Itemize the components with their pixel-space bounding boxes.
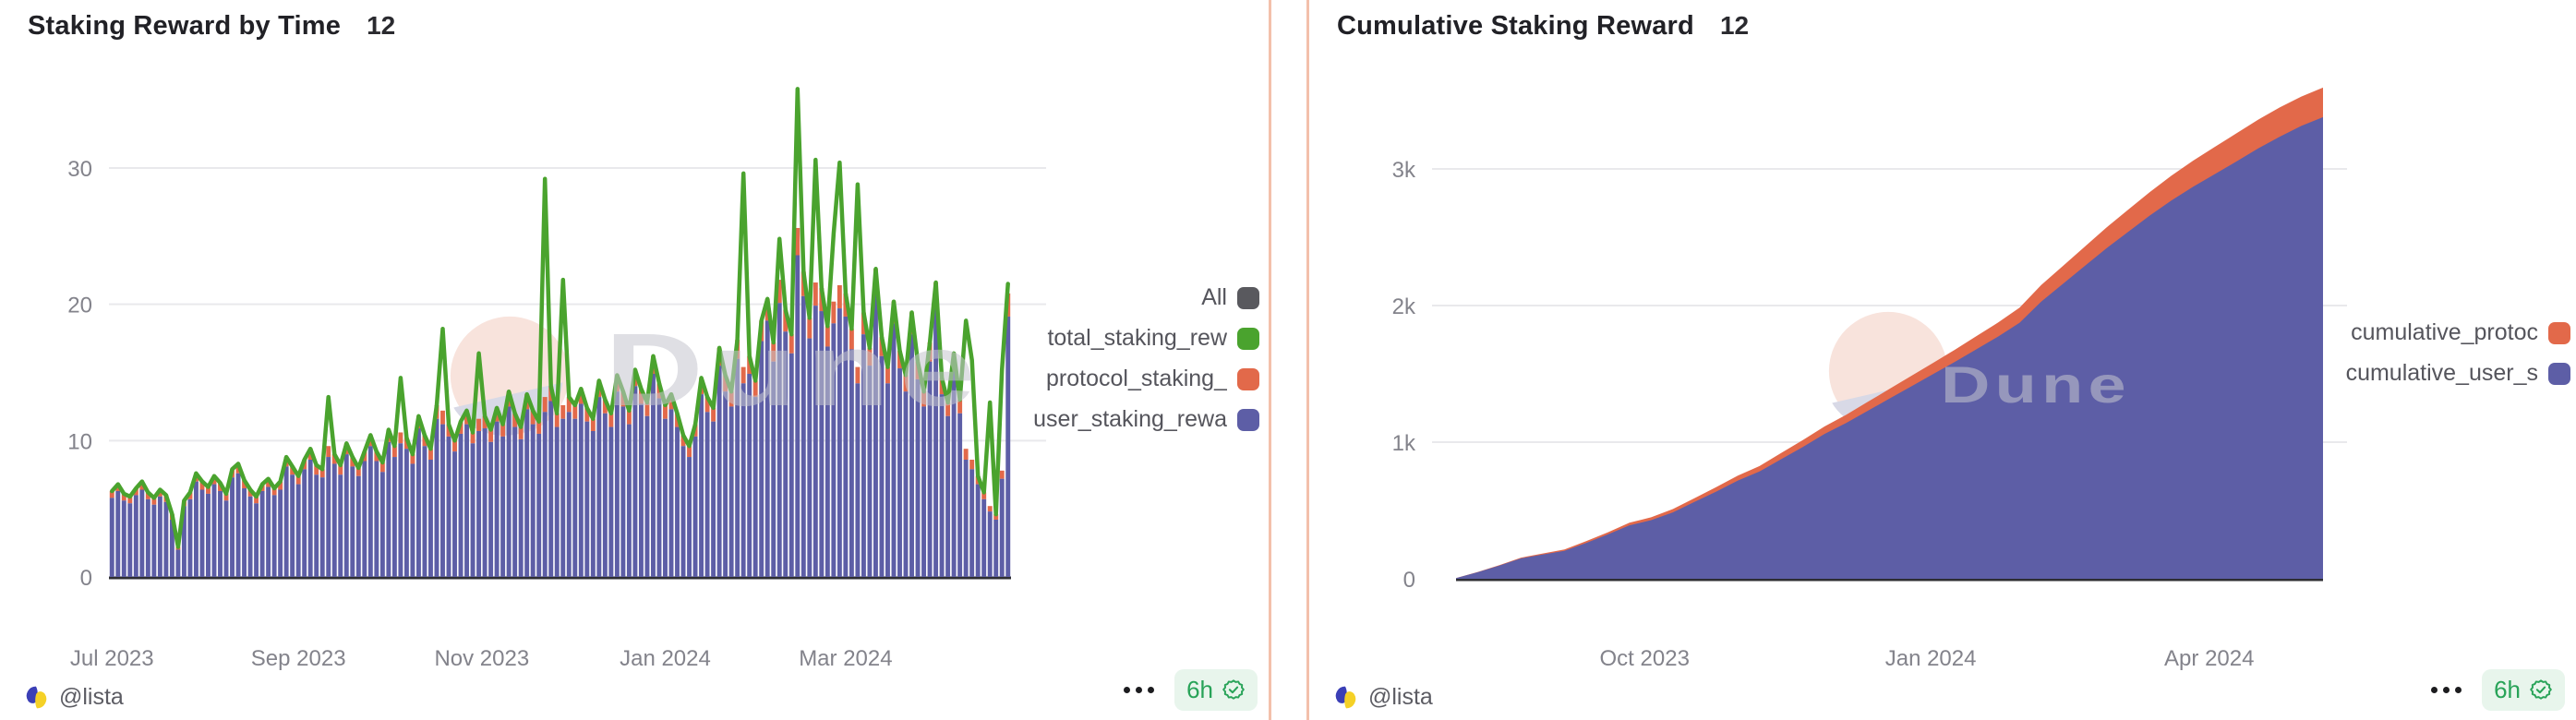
legend-label: protocol_staking_ [1046, 366, 1227, 391]
svg-text:Jan 2024: Jan 2024 [1885, 646, 1977, 671]
verified-check-icon [2530, 678, 2552, 700]
panel-cumulative-staking-reward: Cumulative Staking Reward 12 0 1k 2k 3k Oct … [1306, 0, 2576, 720]
svg-text:Jul 2023: Jul 2023 [70, 646, 154, 671]
legend-item[interactable]: total_staking_rew [1047, 325, 1259, 352]
legend-label: All [1201, 284, 1227, 310]
refresh-interval-badge[interactable]: 6h [1174, 669, 1258, 711]
chart-legend: All total_staking_rew protocol_staking_use… [1033, 284, 1259, 433]
panel-header: Cumulative Staking Reward 12 [1337, 11, 1749, 42]
svg-text:Jan 2024: Jan 2024 [620, 646, 711, 671]
verified-check-icon [1222, 678, 1245, 700]
panel-header: Staking Reward by Time 12 [28, 11, 395, 42]
legend-swatch [2548, 321, 2570, 344]
author-attribution[interactable]: @lista [1333, 684, 1433, 711]
svg-text:0: 0 [1403, 568, 1415, 593]
refresh-interval-label: 6h [2494, 676, 2521, 703]
footer-controls: 6h [2429, 669, 2565, 711]
legend-label: cumulative_protoc [2351, 319, 2538, 345]
svg-text:Apr 2024: Apr 2024 [2164, 646, 2254, 671]
chart-legend: cumulative_protoc cumulative_user_s [2346, 319, 2570, 387]
svg-text:Mar 2024: Mar 2024 [799, 646, 892, 671]
more-menu-button[interactable] [1122, 681, 1156, 699]
legend-item[interactable]: cumulative_protoc [2351, 319, 2570, 346]
legend-swatch [1237, 367, 1259, 390]
legend-swatch [1237, 408, 1259, 431]
legend-swatch [1237, 327, 1259, 350]
svg-text:20: 20 [67, 294, 92, 318]
legend-swatch [2548, 362, 2570, 385]
svg-text:30: 30 [67, 157, 92, 182]
page-title[interactable]: Staking Reward by Time [28, 11, 342, 41]
panel-staking-reward-by-time: Staking Reward by Time 12 0 10 20 30 Jul 202… [0, 0, 1271, 720]
svg-text:Nov 2023: Nov 2023 [434, 646, 529, 671]
refresh-interval-label: 6h [1186, 676, 1213, 703]
svg-text:0: 0 [80, 566, 92, 591]
legend-item[interactable]: cumulative_user_s [2346, 360, 2570, 387]
author-handle[interactable]: @lista [1368, 684, 1433, 710]
author-attribution[interactable]: @lista [24, 684, 124, 711]
lista-avatar-icon [26, 686, 47, 709]
legend-swatch [1237, 286, 1259, 309]
legend-item[interactable]: All [1201, 284, 1259, 311]
refresh-interval-badge[interactable]: 6h [2482, 669, 2565, 711]
svg-text:1k: 1k [1392, 431, 1416, 456]
footer-controls: 6h [1122, 669, 1258, 711]
legend-item[interactable]: protocol_staking_ [1046, 366, 1259, 392]
svg-text:Sep 2023: Sep 2023 [251, 646, 346, 671]
svg-text:3k: 3k [1392, 158, 1416, 183]
legend-item[interactable]: user_staking_rewa [1033, 406, 1259, 433]
more-menu-button[interactable] [2429, 681, 2463, 699]
star-count: 12 [1719, 11, 1750, 40]
svg-text:2k: 2k [1392, 294, 1416, 319]
author-handle[interactable]: @lista [59, 684, 124, 710]
star-count: 12 [367, 11, 396, 40]
svg-text:10: 10 [67, 429, 92, 454]
lista-avatar-icon [1335, 686, 1356, 709]
legend-label: user_staking_rewa [1033, 406, 1227, 432]
cumulative-staking-area-chart[interactable]: 0 1k 2k 3k Oct 2023 Jan 2024 Apr 2024 [1309, 0, 2576, 720]
svg-text:Oct 2023: Oct 2023 [1600, 646, 1690, 671]
staking-reward-bar-chart[interactable]: 0 10 20 30 Jul 2023 Sep 2023 Nov 2023 Jan 2024 M… [0, 0, 1269, 720]
page-title[interactable]: Cumulative Staking Reward [1337, 11, 1694, 41]
legend-label: total_staking_rew [1047, 325, 1227, 351]
legend-label: cumulative_user_s [2345, 360, 2538, 386]
